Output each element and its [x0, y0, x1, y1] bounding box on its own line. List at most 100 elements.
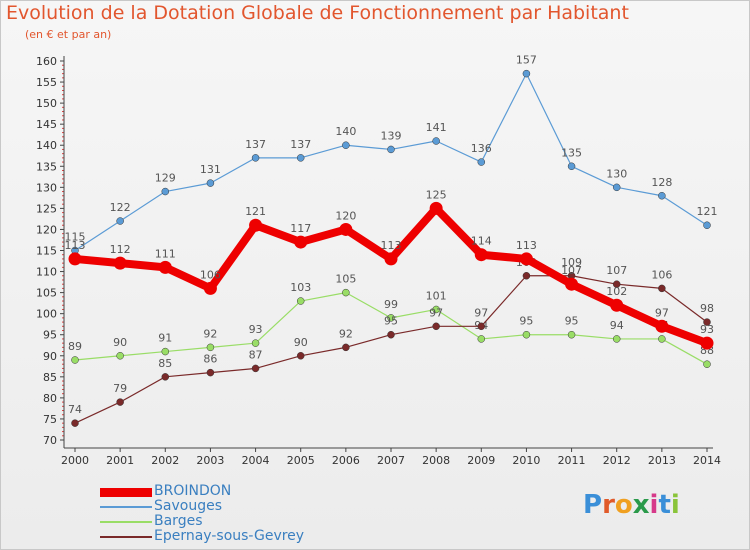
y-minor-tick — [62, 224, 64, 226]
data-label-epernay-sous-gevrey: 97 — [429, 306, 443, 319]
data-label-savouges: 136 — [471, 142, 492, 155]
data-label-savouges: 122 — [110, 201, 131, 214]
y-minor-tick — [62, 119, 64, 121]
data-point-epernay-sous-gevrey — [116, 398, 124, 406]
data-label-broindon: 107 — [561, 264, 582, 277]
y-minor-tick — [62, 367, 64, 369]
data-point-barges — [116, 352, 124, 360]
data-point-broindon — [384, 252, 398, 266]
y-tick-label: 150 — [36, 97, 57, 110]
y-minor-tick — [62, 237, 64, 239]
data-label-barges: 99 — [384, 298, 398, 311]
y-tick-label: 125 — [36, 202, 57, 215]
data-label-barges: 95 — [519, 315, 533, 328]
data-label-broindon: 125 — [426, 188, 447, 201]
y-minor-tick — [62, 68, 64, 70]
legend-swatch — [100, 487, 152, 497]
y-tick-label: 85 — [43, 371, 57, 384]
y-minor-tick — [62, 321, 64, 323]
x-tick-label: 2009 — [467, 454, 495, 467]
x-tick-label: 2004 — [242, 454, 270, 467]
data-label-broindon: 106 — [200, 268, 221, 281]
data-point-savouges — [161, 187, 170, 196]
y-tick-label: 80 — [43, 392, 57, 405]
data-label-epernay-sous-gevrey: 107 — [606, 264, 627, 277]
data-label-epernay-sous-gevrey: 87 — [249, 348, 263, 361]
data-point-broindon — [68, 252, 82, 266]
data-point-savouges — [342, 141, 350, 149]
data-label-broindon: 121 — [245, 205, 266, 218]
series-broindon: 113 112 111 106 121 117 120 113 125 114 113 107 102 9… — [65, 188, 714, 350]
data-point-savouges — [522, 69, 531, 78]
y-minor-tick — [62, 136, 64, 138]
logo-letter: r — [602, 490, 615, 520]
data-label-savouges: 129 — [155, 172, 176, 185]
logo-letter: x — [632, 490, 650, 520]
legend-label: Barges — [154, 513, 203, 529]
data-label-broindon: 113 — [381, 239, 402, 252]
y-minor-tick — [62, 342, 64, 344]
y-minor-tick — [62, 405, 64, 407]
data-label-epernay-sous-gevrey: 109 — [561, 256, 582, 269]
data-label-broindon: 97 — [655, 306, 669, 319]
data-point-barges — [522, 330, 531, 339]
y-minor-tick — [62, 169, 64, 171]
y-minor-tick — [62, 304, 64, 306]
data-label-epernay-sous-gevrey: 97 — [474, 306, 488, 319]
x-tick-label: 2010 — [512, 454, 540, 467]
data-point-barges — [703, 360, 711, 368]
data-point-epernay-sous-gevrey — [206, 368, 215, 377]
data-point-broindon — [565, 277, 579, 291]
legend-swatch — [100, 506, 152, 508]
y-minor-tick — [62, 212, 64, 214]
data-point-broindon — [203, 281, 217, 295]
data-point-broindon — [429, 201, 443, 215]
y-minor-tick — [62, 178, 64, 180]
y-minor-tick — [62, 85, 64, 87]
y-minor-tick — [62, 393, 64, 395]
series-savouges: 115 122 129 131 137 137 140 139 141 136 157 135 130 1… — [65, 54, 718, 255]
data-label-epernay-sous-gevrey: 90 — [294, 336, 308, 349]
data-label-barges: 91 — [158, 332, 172, 345]
y-minor-tick — [62, 296, 64, 298]
y-minor-tick — [62, 431, 64, 433]
data-label-savouges: 137 — [245, 138, 266, 151]
y-minor-tick — [62, 203, 64, 205]
x-tick-label: 2000 — [61, 454, 89, 467]
y-minor-tick — [62, 127, 64, 129]
y-minor-tick — [62, 426, 64, 428]
data-label-broindon: 117 — [290, 222, 311, 235]
data-label-broindon: 114 — [471, 235, 492, 248]
y-tick-label: 95 — [43, 329, 57, 342]
data-point-broindon — [339, 222, 353, 236]
y-minor-tick — [62, 77, 64, 79]
data-label-barges: 90 — [113, 336, 127, 349]
data-label-savouges: 139 — [381, 129, 402, 142]
y-minor-tick — [62, 106, 64, 108]
y-minor-tick — [62, 157, 64, 159]
x-tick-label: 2006 — [332, 454, 360, 467]
data-point-savouges — [296, 154, 305, 162]
data-point-barges — [387, 314, 395, 322]
logo-letter: i — [649, 490, 659, 520]
y-tick-label: 115 — [36, 245, 57, 258]
data-point-savouges — [206, 179, 215, 187]
y-minor-tick — [62, 287, 64, 289]
legend-label: Epernay-sous-Gevrey — [154, 528, 305, 544]
data-point-barges — [161, 347, 170, 356]
y-minor-tick — [62, 195, 64, 197]
y-minor-tick — [62, 132, 64, 134]
data-point-savouges — [612, 183, 621, 192]
data-point-epernay-sous-gevrey — [342, 343, 350, 352]
y-minor-tick — [62, 435, 64, 437]
y-minor-tick — [62, 220, 64, 222]
y-minor-tick — [62, 351, 64, 353]
y-minor-tick — [62, 258, 64, 260]
legend-swatch — [100, 536, 152, 538]
data-label-barges: 95 — [565, 315, 579, 328]
data-point-broindon — [610, 298, 624, 312]
x-tick-label: 2002 — [151, 454, 179, 467]
x-tick-label: 2007 — [377, 454, 405, 467]
data-point-barges — [567, 330, 576, 339]
